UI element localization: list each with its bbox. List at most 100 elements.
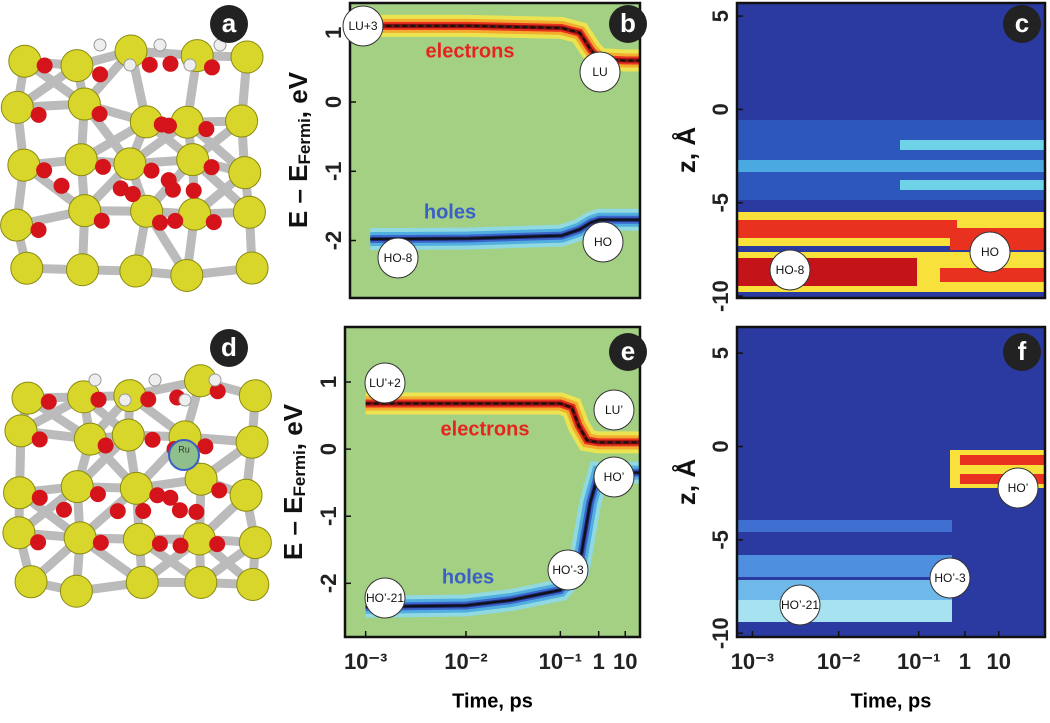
o-atom	[92, 66, 109, 83]
o-atom	[31, 431, 48, 448]
ti-atom	[235, 251, 269, 285]
h-atom	[88, 373, 102, 387]
o-atom	[185, 182, 202, 199]
annotation-circle	[342, 5, 384, 47]
ti-atom	[178, 197, 212, 231]
o-atom	[90, 391, 107, 408]
o-atom	[198, 121, 215, 138]
annotation: HO-8	[776, 263, 805, 277]
h-atom	[148, 373, 162, 387]
o-atom	[91, 105, 108, 122]
x-tick-label: 1	[959, 649, 971, 674]
o-atom	[203, 59, 220, 76]
o-atom	[30, 221, 47, 238]
molecule-images: Ru	[0, 34, 272, 608]
panel-label: b	[620, 8, 636, 38]
y-axis-label: E – EFermi, eV	[278, 403, 310, 560]
y-tick-label: -1	[316, 506, 341, 526]
ti-atom	[119, 254, 153, 288]
o-atom	[188, 503, 205, 520]
ti-atom	[11, 381, 45, 415]
annotation: HO-8	[384, 251, 413, 265]
ti-atom	[3, 476, 37, 510]
ti-atom	[184, 565, 218, 599]
annotation: LU	[592, 65, 607, 79]
h-atom	[208, 373, 222, 387]
annotation: LU’	[605, 403, 623, 417]
ti-atom	[60, 470, 94, 504]
o-atom	[97, 437, 114, 454]
o-atom	[161, 117, 178, 134]
y-label-unit: , eV	[278, 403, 308, 450]
y-tick-label: 0	[708, 440, 733, 452]
o-atom	[149, 487, 166, 504]
annotation: HO’-3	[934, 571, 966, 585]
heatmap-f	[737, 327, 1045, 637]
o-atom	[40, 393, 57, 410]
ti-atom	[65, 253, 99, 287]
ti-atom	[68, 194, 102, 228]
x-tick-label: 10⁻³	[731, 649, 774, 674]
annotation-circle	[364, 577, 406, 619]
panel-label-circle	[609, 333, 647, 371]
series-label: holes	[442, 566, 494, 588]
panel-label-circle	[1003, 333, 1041, 371]
plot-frame	[348, 1, 642, 300]
series-label: electrons	[426, 40, 515, 62]
annotation-circle	[769, 249, 811, 291]
o-atom	[203, 159, 220, 176]
o-atom	[92, 534, 109, 551]
y-axis-label: z, Å	[671, 127, 701, 173]
ti-atom	[63, 521, 97, 555]
ti-atom	[111, 418, 145, 452]
ti-atom	[0, 90, 34, 124]
ti-atom	[238, 526, 272, 560]
o-atom	[151, 535, 168, 552]
annotation: HO’	[1008, 481, 1029, 495]
x-tick-label: 10	[613, 649, 637, 674]
ti-atom	[14, 565, 48, 599]
annotation-circle	[593, 456, 635, 498]
y-tick-label: 0	[708, 103, 733, 115]
h-atom	[178, 393, 192, 407]
o-atom	[171, 502, 188, 519]
ti-atom	[64, 143, 98, 177]
y-axis-label: z, Å	[671, 459, 701, 505]
annotation-circle	[547, 549, 589, 591]
o-atom	[144, 431, 161, 448]
x-tick-label: 10⁻¹	[897, 649, 940, 674]
o-atom	[209, 383, 226, 400]
x-tick-label: 10⁻³	[344, 649, 387, 674]
o-atom	[95, 158, 112, 175]
panel-label-circle	[609, 5, 647, 43]
h-atom	[118, 393, 132, 407]
o-atom	[197, 438, 214, 455]
ti-atom	[125, 565, 159, 599]
ti-atom	[4, 414, 38, 448]
plot-frame	[343, 325, 642, 639]
annotation-circle	[582, 221, 624, 263]
annotation-circle	[997, 467, 1039, 509]
ti-atom	[10, 251, 44, 285]
o-atom	[30, 106, 47, 123]
y-tick-label: -2	[321, 231, 346, 251]
ti-atom	[228, 156, 262, 190]
ti-atom	[182, 522, 216, 556]
line	[370, 218, 640, 241]
plot-area	[370, 14, 640, 251]
x-tick-label: 10⁻¹	[539, 649, 582, 674]
panel-label: d	[221, 332, 237, 362]
o-atom	[141, 56, 158, 73]
o-atom	[55, 501, 72, 518]
x-tick-label: 10⁻²	[817, 649, 860, 674]
y-label-sub: Fermi	[295, 118, 314, 164]
x-axis-label: Time, ps	[851, 690, 932, 712]
o-atom	[31, 489, 48, 506]
o-atom	[112, 180, 129, 197]
annotation: LU+3	[348, 19, 377, 33]
y-label-main: E – E	[278, 496, 308, 560]
o-atom	[140, 391, 157, 408]
ti-atom	[119, 471, 153, 505]
panel-label-circle	[210, 329, 248, 367]
x-tick-label: 10	[987, 649, 1011, 674]
